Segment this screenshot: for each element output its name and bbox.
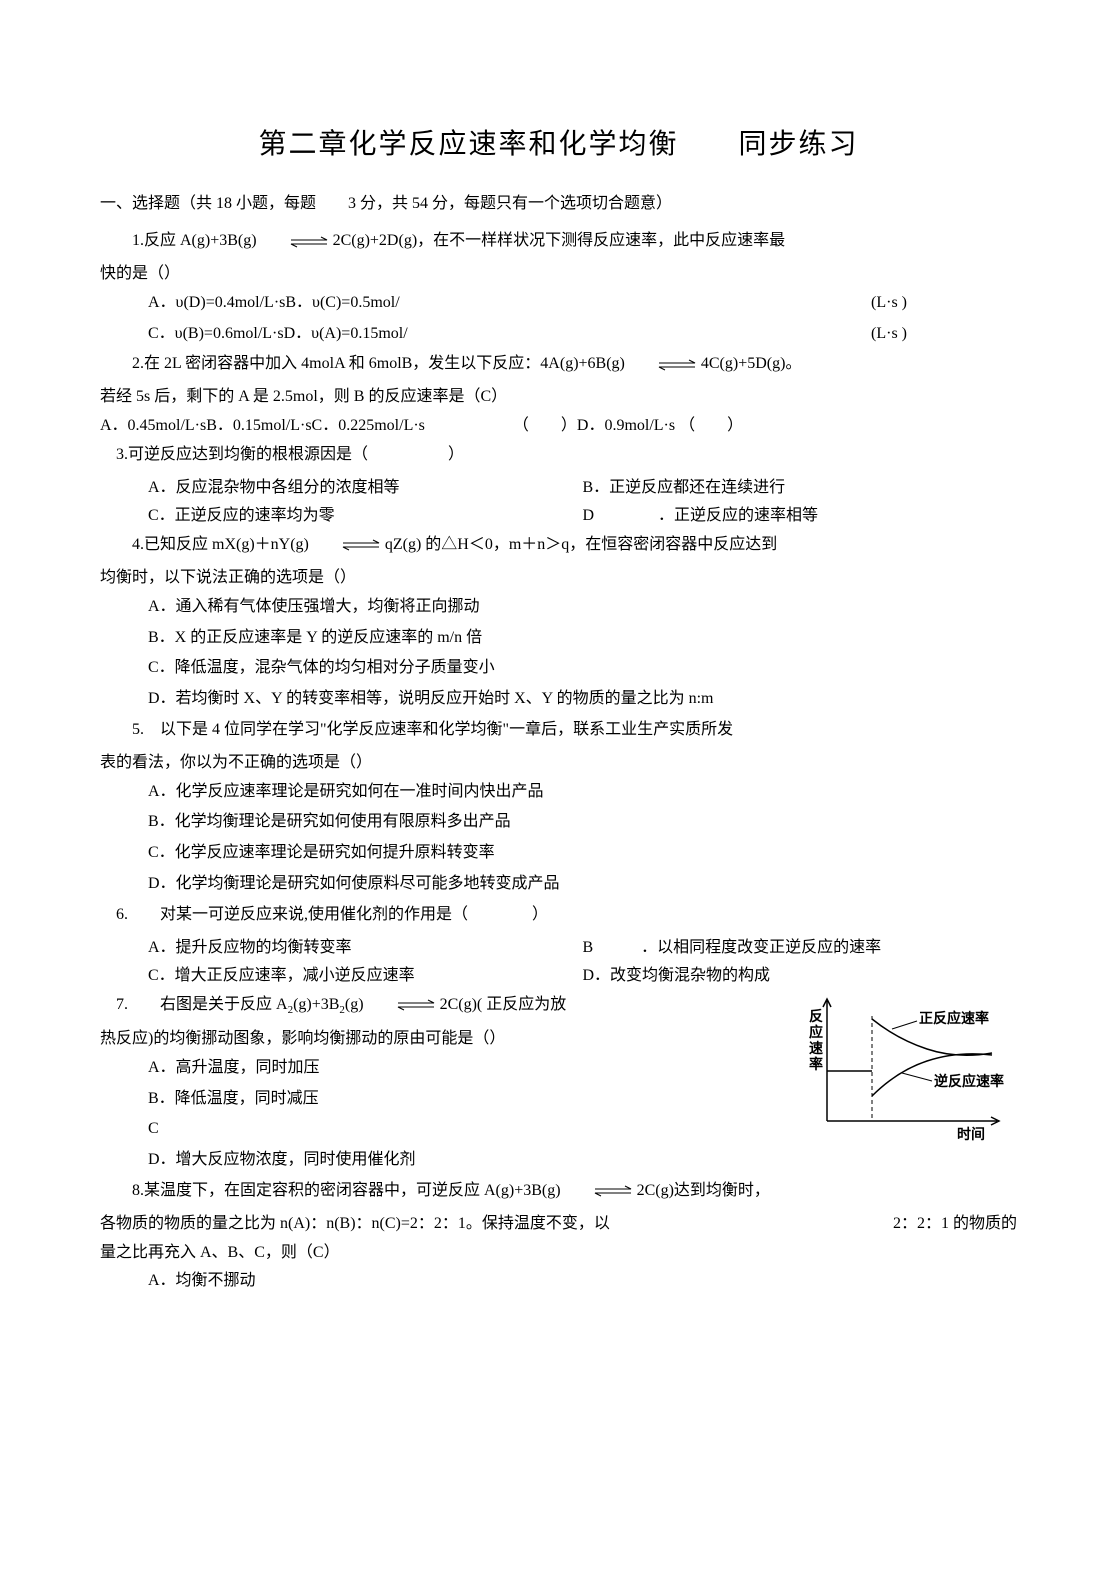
q1-optC-text: C．υ(B)=0.6mol/L·sD．υ(A)=0.15mol/ <box>148 325 408 342</box>
q7-text-end: 2C(g)( 正反应为放 <box>436 996 567 1013</box>
question-2: 2.在 2L 密闭容器中加入 4molA 和 6molB，发生以下反应：4A(g… <box>100 350 1017 379</box>
q1-optA-text: A．υ(D)=0.4mol/L·sB．υ(C)=0.5mol/ <box>148 294 400 311</box>
q3-option-a: A．反应混杂物中各组分的浓度相等 <box>148 474 583 503</box>
question-3: 3.可逆反应达到均衡的根根源因是（ ） <box>100 441 1017 470</box>
q6-options-row2: C．增大正反应速率，减小逆反应速率 D．改变均衡混杂物的构成 <box>100 962 1017 991</box>
q3-options-row1: A．反应混杂物中各组分的浓度相等 B．正逆反应都还在连续进行 <box>100 474 1017 503</box>
q7-text-start: 7. 右图是关于反应 A <box>116 996 288 1013</box>
q5-option-a: A．化学反应速率理论是研究如何在一准时间内快出产品 <box>100 778 1017 807</box>
q6-option-a: A．提升反应物的均衡转变率 <box>148 934 583 963</box>
svg-text:速: 速 <box>809 1040 823 1057</box>
svg-text:应: 应 <box>809 1024 823 1041</box>
q4-option-a: A．通入稀有气体使压强增大，均衡将正向挪动 <box>100 593 1017 622</box>
q1-text-end: 2C(g)+2D(g)，在不一样样状况下测得反应速率，此中反应速率最 <box>329 232 786 249</box>
q6-option-c: C．增大正反应速率，减小逆反应速率 <box>148 962 583 991</box>
equilibrium-arrow <box>289 236 329 248</box>
svg-text:率: 率 <box>809 1056 823 1073</box>
q8-text-end: 2C(g)达到均衡时， <box>633 1182 770 1199</box>
page-title: 第二章化学反应速率和化学均衡 同步练习 <box>100 120 1017 170</box>
q1-option-c: C．υ(B)=0.6mol/L·sD．υ(A)=0.15mol/ (L·s ) <box>100 320 1017 349</box>
q5-option-d: D．化学均衡理论是研究如何使原料尽可能多地转变成产品 <box>100 870 1017 899</box>
q3-option-d: D ．正逆反应的速率相等 <box>583 502 1018 531</box>
q4-text-start: 4.已知反应 mX(g)＋nY(g) <box>132 536 341 553</box>
q1-text-start: 1.反应 A(g)+3B(g) <box>132 232 289 249</box>
q6-option-d: D．改变均衡混杂物的构成 <box>583 962 1018 991</box>
question-7-block: 反 应 速 率 时间 正反应速率 逆反应速率 7. 右图是关于反应 A2(g)+… <box>100 991 1017 1175</box>
q5-option-b: B．化学均衡理论是研究如何使用有限原料多出产品 <box>100 808 1017 837</box>
q6-options-row1: A．提升反应物的均衡转变率 B ．以相同程度改变正逆反应的速率 <box>100 934 1017 963</box>
q5-option-c: C．化学反应速率理论是研究如何提升原料转变率 <box>100 839 1017 868</box>
equilibrium-arrow <box>593 1185 633 1197</box>
equilibrium-arrow <box>396 999 436 1011</box>
q4-line2: 均衡时，以下说法正确的选项是（） <box>100 564 1017 593</box>
q7-mid2: (g) <box>345 996 396 1013</box>
q8-line2: 各物质的物质的量之比为 n(A)：n(B)：n(C)=2：2：1。保持温度不变，… <box>100 1210 1017 1239</box>
q3-options-row2: C．正逆反应的速率均为零 D ．正逆反应的速率相等 <box>100 502 1017 531</box>
q8-option-a: A．均衡不挪动 <box>100 1267 1017 1296</box>
reaction-rate-diagram: 反 应 速 率 时间 正反应速率 逆反应速率 <box>797 991 1017 1162</box>
svg-text:反: 反 <box>809 1008 823 1025</box>
q8-text-start: 8.某温度下，在固定容积的密闭容器中，可逆反应 A(g)+3B(g) <box>132 1182 593 1199</box>
svg-text:时间: 时间 <box>957 1126 985 1143</box>
q2-text-end: 4C(g)+5D(g)。 <box>697 355 802 372</box>
q5-line2: 表的看法，你以为不正确的选项是（） <box>100 749 1017 778</box>
q3-option-c: C．正逆反应的速率均为零 <box>148 502 583 531</box>
equilibrium-arrow <box>657 359 697 371</box>
question-4: 4.已知反应 mX(g)＋nY(g) qZ(g) 的△H＜0，m＋n＞q，在恒容… <box>100 531 1017 560</box>
q8-line2-left: 各物质的物质的量之比为 n(A)：n(B)：n(C)=2：2：1。保持温度不变，… <box>100 1215 610 1232</box>
q8-line3: 量之比再充入 A、B、C，则（C） <box>100 1239 1017 1268</box>
q4-option-b: B．X 的正反应速率是 Y 的逆反应速率的 m/n 倍 <box>100 624 1017 653</box>
q4-text-end: qZ(g) 的△H＜0，m＋n＞q，在恒容密闭容器中反应达到 <box>381 536 777 553</box>
q4-option-d: D．若均衡时 X、Y 的转变率相等，说明反应开始时 X、Y 的物质的量之比为 n… <box>100 685 1017 714</box>
question-5: 5. 以下是 4 位同学在学习"化学反应速率和化学均衡"一章后，联系工业生产实质… <box>100 716 1017 745</box>
q6-option-b: B ．以相同程度改变正逆反应的速率 <box>583 934 1018 963</box>
svg-text:正反应速率: 正反应速率 <box>919 1010 989 1027</box>
q2-line2: 若经 5s 后，剩下的 A 是 2.5mol，则 B 的反应速率是（C） <box>100 383 1017 412</box>
question-6: 6. 对某一可逆反应来说,使用催化剂的作用是（ ） <box>100 901 1017 930</box>
q2-text-start: 2.在 2L 密闭容器中加入 4molA 和 6molB，发生以下反应：4A(g… <box>132 355 657 372</box>
q1-optA-right: (L·s ) <box>823 289 907 318</box>
q3-option-b: B．正逆反应都还在连续进行 <box>583 474 1018 503</box>
q7-mid1: (g)+3B <box>293 996 339 1013</box>
q2-options: A．0.45mol/L·sB．0.15mol/L·sC．0.225mol/L·s… <box>100 412 1017 441</box>
question-8: 8.某温度下，在固定容积的密闭容器中，可逆反应 A(g)+3B(g) 2C(g)… <box>100 1177 1017 1206</box>
q1-optC-right: (L·s ) <box>823 320 907 349</box>
question-1: 1.反应 A(g)+3B(g) 2C(g)+2D(g)，在不一样样状况下测得反应… <box>100 227 1017 256</box>
equilibrium-arrow <box>341 539 381 551</box>
section-header: 一、选择题（共 18 小题，每题 3 分，共 54 分，每题只有一个选项切合题意… <box>100 190 1017 219</box>
q4-option-c: C．降低温度，混杂气体的均匀相对分子质量变小 <box>100 654 1017 683</box>
q8-line2-right: 2：2：1 的物质的 <box>893 1210 1017 1239</box>
q1-line2: 快的是（） <box>100 260 1017 289</box>
q1-option-a: A．υ(D)=0.4mol/L·sB．υ(C)=0.5mol/ (L·s ) <box>100 289 1017 318</box>
svg-text:逆反应速率: 逆反应速率 <box>934 1073 1004 1090</box>
